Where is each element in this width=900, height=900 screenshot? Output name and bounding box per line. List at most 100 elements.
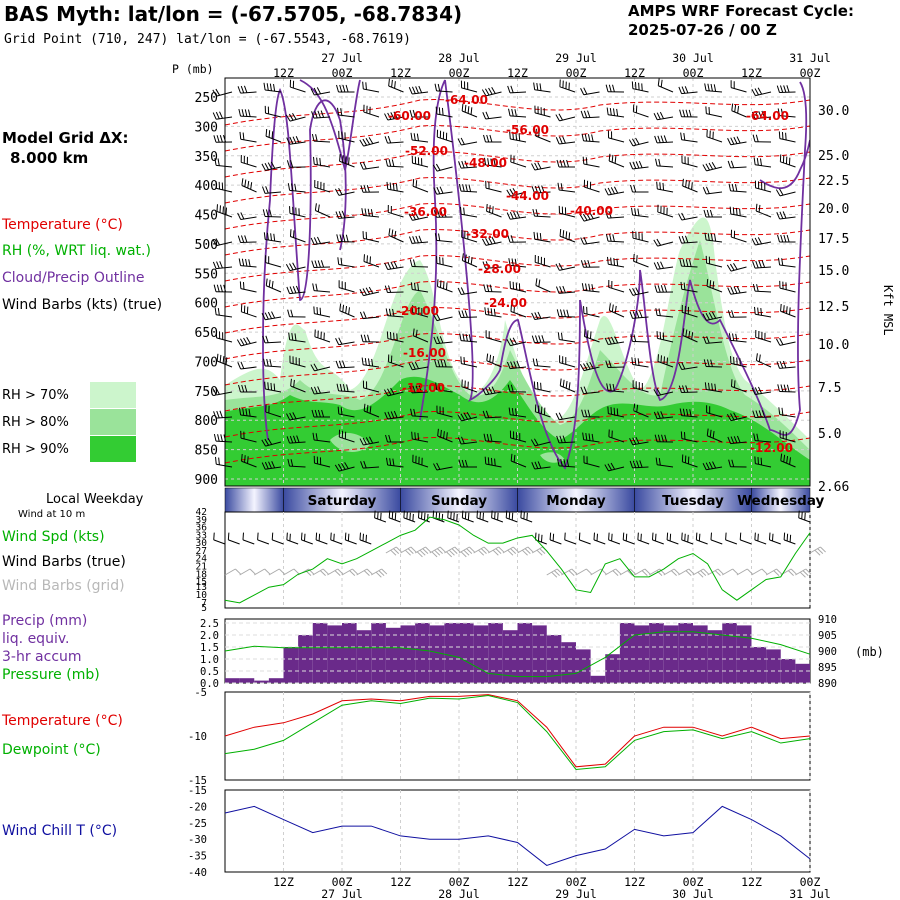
- wind-barb-feather: [636, 404, 639, 413]
- wind-barb-feather: [464, 160, 468, 168]
- wind-barb-feather: [248, 408, 251, 417]
- wind-barb-feather: [536, 382, 539, 390]
- wind-barb-feather: [582, 432, 585, 440]
- wind-barb-feather: [706, 278, 709, 287]
- model-grid-value: 8.000 km: [10, 149, 89, 167]
- wind-barb-feather: [540, 382, 542, 391]
- wind-barb-feather: [780, 303, 782, 312]
- wind-barb-feather: [580, 88, 585, 95]
- wind-barb-feather: [384, 113, 389, 121]
- wind-barb-feather: [240, 85, 245, 94]
- precip-liq-label: liq. equiv.: [2, 631, 70, 647]
- wind-barb-feather: [681, 235, 686, 244]
- pressure-tick: 450: [195, 209, 218, 224]
- top-hour-tick: 12Z: [390, 66, 411, 80]
- wind-barbs-true-label: Wind Barbs (true): [2, 554, 126, 570]
- wind-barb-feather: [786, 455, 789, 464]
- wind-barb-feather: [639, 460, 643, 468]
- wind-barb-feather: [628, 288, 634, 296]
- wind-barb: [657, 337, 674, 343]
- weekday-cell: [224, 487, 284, 513]
- wind-barb-feather: [267, 311, 272, 319]
- wind-barb-feather: [604, 188, 609, 196]
- wind-barb-feather: [702, 463, 707, 470]
- wind-barb-feather: [237, 235, 241, 243]
- wind-barb: [682, 185, 698, 193]
- wind-barb-feather: [538, 129, 540, 138]
- wind-barb-feather: [313, 237, 318, 245]
- wind-barb: [461, 141, 478, 146]
- wind-barb-feather: [483, 433, 487, 441]
- wind-barb-feather: [689, 409, 692, 417]
- wind-barb-feather: [585, 157, 588, 165]
- wind-barb: [731, 236, 747, 243]
- wind-barb: [705, 365, 723, 368]
- local-weekday-label: Local Weekday: [46, 492, 144, 507]
- wind-barb-feather: [433, 336, 438, 344]
- wind-barb-feather: [736, 286, 741, 294]
- forecast-cycle: AMPS WRF Forecast Cycle: 2025-07-26 / 00…: [628, 2, 854, 40]
- weekday-cell: [400, 487, 518, 513]
- wind-barb-true-feather: [754, 532, 756, 540]
- wind-barb: [289, 362, 306, 368]
- wind-barb-feather: [685, 109, 689, 117]
- wind-barb-feather: [516, 360, 521, 368]
- wind-barb-feather: [589, 361, 594, 369]
- forecast-cycle-date: 2025-07-26 / 00 Z: [628, 21, 777, 39]
- precip-ytick: 0.5: [200, 666, 219, 678]
- wind-barb-feather: [757, 237, 763, 245]
- wind-barb-feather: [486, 203, 488, 212]
- wind-barb-feather: [311, 111, 315, 119]
- wind-barb-feather: [433, 210, 437, 218]
- wind-barb-feather: [338, 211, 343, 219]
- upper-panel: -64.00-60.00-56.00-52.00-48.00-44.00-40.…: [212, 77, 811, 487]
- wind-barb: [559, 141, 576, 145]
- wind-barb: [633, 260, 649, 268]
- wind-barb-feather: [492, 206, 494, 214]
- wind-barb-feather: [244, 109, 248, 117]
- wind-barb-grid-feather: [820, 546, 826, 553]
- wind-barb: [240, 437, 257, 443]
- precip-ytick: 1.0: [200, 654, 219, 666]
- wind-barb-feather: [245, 258, 248, 267]
- wind-barb-feather: [606, 383, 609, 391]
- wind-barb-feather: [390, 411, 395, 419]
- wind-barb-feather: [265, 335, 269, 343]
- wind-barb-feather: [684, 235, 689, 243]
- wind-barb-feather: [486, 284, 490, 292]
- wind-barb: [363, 364, 380, 368]
- temperature-contour: [225, 177, 810, 204]
- wind-barb-feather: [334, 464, 340, 472]
- wind-barb-true-feather: [684, 533, 686, 542]
- wind-barb-feather: [582, 156, 585, 164]
- wind-barb-feather: [609, 234, 612, 242]
- wind-barb: [363, 237, 380, 243]
- wind-barb-feather: [339, 303, 342, 311]
- wind-barb-feather: [510, 361, 514, 369]
- pressure-tick: 400: [195, 179, 218, 194]
- wind-barb-feather: [412, 178, 415, 187]
- wind-barb: [559, 416, 576, 421]
- wind-barb: [583, 366, 600, 372]
- wind-barb-feather: [342, 384, 346, 392]
- wind-barb: [755, 116, 772, 120]
- wind-barb-feather: [513, 211, 517, 219]
- wind-barb-feather: [289, 412, 294, 420]
- wind-barb-feather: [705, 312, 710, 320]
- wind-barb-feather: [385, 158, 389, 167]
- wind-barb: [534, 441, 551, 447]
- wind-barb-feather: [392, 308, 395, 317]
- wind-barb-true-feather: [578, 532, 581, 540]
- wind-barb-feather: [212, 238, 217, 246]
- wind-barb: [558, 315, 576, 318]
- wind-barb-feather: [761, 410, 766, 418]
- weekday-label: Wednesday: [737, 493, 824, 509]
- wind-barb: [485, 440, 502, 443]
- wind-barb-feather: [755, 353, 758, 361]
- wind-barb-feather: [613, 407, 616, 416]
- wind-barb-feather: [214, 307, 217, 315]
- wind-barb-feather: [534, 312, 539, 320]
- wind-barb-feather: [292, 230, 295, 238]
- wind-barb-feather: [560, 332, 563, 341]
- wind-barb-grid-feather: [448, 549, 455, 556]
